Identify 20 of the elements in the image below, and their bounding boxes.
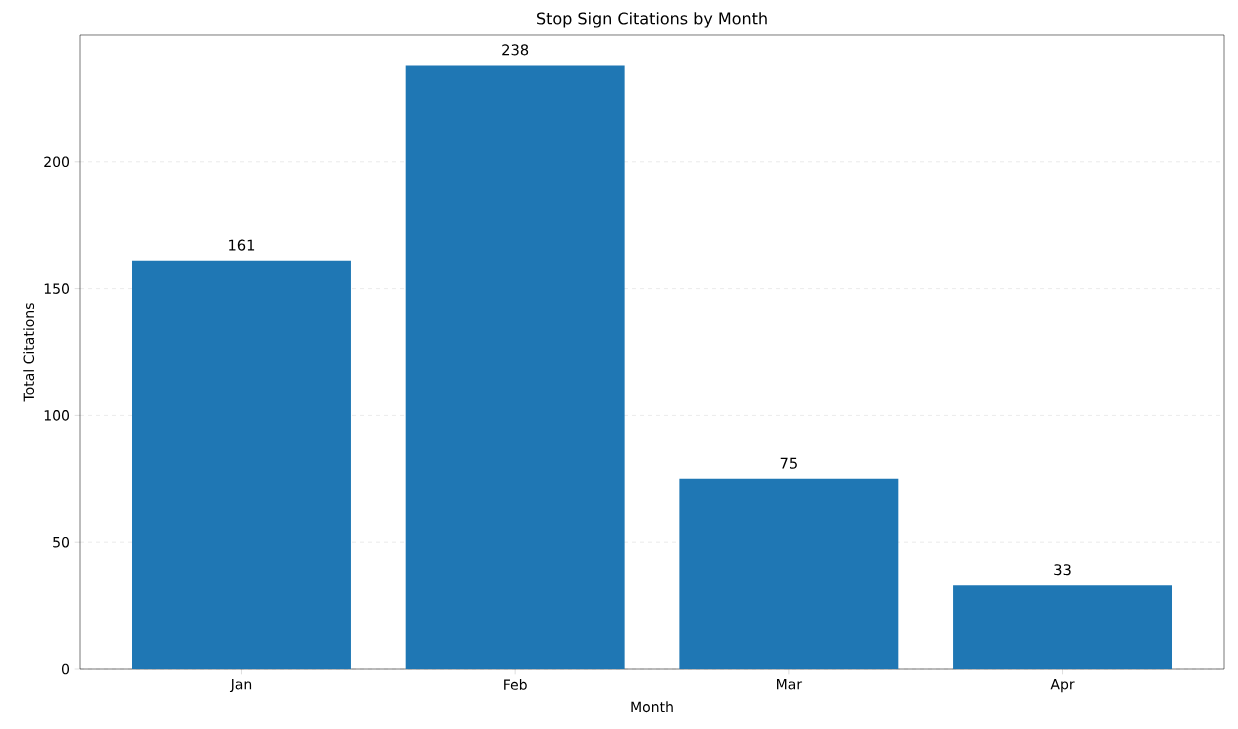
x-tick-label: Feb <box>504 679 527 690</box>
x-tick-label: Apr <box>1050 679 1075 693</box>
bar <box>132 260 351 669</box>
y-tick-label: 150 <box>44 283 70 294</box>
data-label: 33 <box>1054 564 1071 576</box>
x-tick-label: Jan <box>229 679 252 693</box>
bar <box>953 585 1173 669</box>
bar <box>405 65 625 669</box>
x-tick-label: Mar <box>777 679 803 690</box>
data-label: 161 <box>229 239 255 251</box>
y-tick-label: 200 <box>44 156 70 168</box>
bar <box>679 478 899 669</box>
y-axis-title: Total Citations <box>23 303 35 402</box>
x-axis-title: Month <box>631 701 673 713</box>
y-tick-label: 50 <box>53 536 70 548</box>
data-label: 75 <box>780 457 797 469</box>
y-tick-label: 100 <box>44 410 70 421</box>
data-label: 238 <box>502 44 529 56</box>
chart-title: Stop Sign Citations by Month <box>537 12 767 28</box>
y-tick-label: 0 <box>61 663 70 675</box>
